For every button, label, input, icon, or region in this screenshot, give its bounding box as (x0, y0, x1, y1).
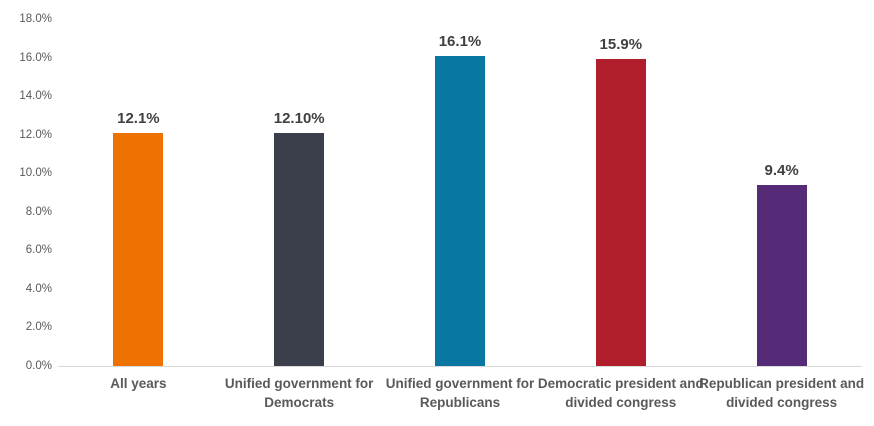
plot-area: 12.1% 12.10% 16.1% 15.9% 9.4% (58, 19, 862, 367)
y-axis-tick-label: 12.0% (19, 128, 52, 141)
y-axis-tick-label: 2.0% (25, 321, 52, 334)
y-axis-tick-label: 16.0% (19, 51, 52, 64)
bar (113, 132, 164, 366)
x-axis-category-label: Republican president and divided congres… (699, 376, 865, 410)
y-axis-tick-label: 18.0% (19, 13, 52, 25)
bar-value-label: 16.1% (438, 32, 482, 50)
x-axis-category-label: Democratic president and divided congres… (537, 376, 704, 410)
bar-value-label: 12.10% (273, 109, 325, 127)
bar-value-label: 15.9% (599, 36, 643, 54)
y-axis-tick-label: 14.0% (19, 90, 52, 103)
bar-value-label: 12.1% (117, 109, 160, 127)
bar (435, 55, 485, 366)
y-axis-tick-label: 10.0% (19, 167, 52, 180)
y-axis-tick-label: 8.0% (25, 205, 52, 218)
bar-value-label: 9.4% (764, 161, 799, 179)
x-axis-category-label: All years (110, 376, 167, 391)
y-axis-tick-label: 0.0% (25, 360, 52, 372)
y-axis-tick-label: 6.0% (25, 244, 52, 257)
x-axis-category-label: Unified government for Democrats (224, 376, 374, 410)
bar (595, 59, 646, 366)
y-axis-tick-label: 4.0% (25, 282, 52, 295)
bar (756, 184, 807, 366)
x-axis-category-label: Unified government for Republicans (385, 376, 535, 410)
bar (274, 132, 325, 366)
